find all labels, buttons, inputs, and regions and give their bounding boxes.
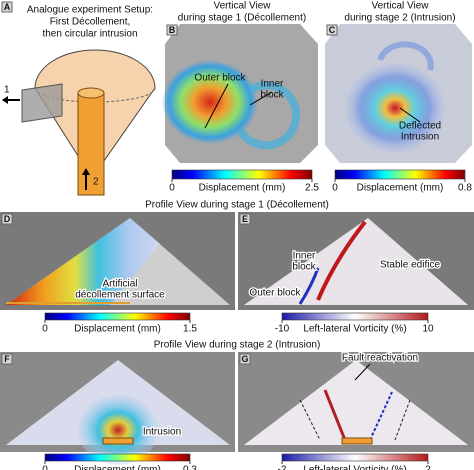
panel-letter: A [4,2,11,12]
annotation: 2 [93,177,99,188]
colorbar-tick-label: 0 [42,465,48,470]
fault-trace [299,399,411,441]
colorbar-tick-label: 1.5 [183,324,197,335]
leader [249,91,273,106]
arrow-head [2,96,8,104]
leader [399,107,421,123]
panel-title: First Décollement, [50,17,131,28]
colorbar-label: Displacement (mm) [74,324,161,335]
fault [323,389,347,441]
intrusion-cylinder [77,92,105,196]
panel-letter-box [1,213,13,225]
panel-letter-box [1,1,13,13]
annotation: Fault reactivation [342,353,418,364]
shear-band [298,267,320,305]
colorbar-tick-label: -2 [278,465,287,470]
arrow-head [82,168,90,175]
colorbar-tick-label: 2.5 [305,183,319,194]
annotation: block [260,90,284,101]
displacement-field [345,63,445,153]
panel-letter-box [239,353,251,365]
panel-title: during stage 1 (Décollement) [178,13,306,24]
displacement-field [78,395,158,465]
panel-letter: D [4,214,11,224]
annotation: Inner [293,251,316,262]
annotation: Stable edifice [380,260,440,271]
intrusion [102,437,134,445]
panel-letter: G [241,354,248,364]
colorbar-tick-label: 10 [422,324,434,335]
panel-letter-box [166,24,178,36]
annotation: Inner [261,79,284,90]
annotation: Intrusion [143,427,181,438]
colorbar [281,312,429,321]
colorbar [44,312,191,321]
annotation: Deflected [399,121,441,132]
colorbar [334,169,466,180]
colorbar-tick-label: -10 [275,324,290,335]
colorbar-label: Displacement (mm) [199,183,286,194]
panel-letter: F [4,354,10,364]
sand-pile [244,218,468,305]
panel-title: Vertical View [371,1,429,12]
section-title: Profile View during stage 2 (Intrusion) [154,340,321,351]
leader [204,83,229,129]
section-title: Profile View during stage 1 (Décollement… [145,200,329,211]
panel-letter-box [326,24,338,36]
colorbar-tick-label: 0.3 [183,465,197,470]
colorbar-label: Displacement (mm) [74,465,161,470]
fault [369,391,393,441]
annotation: décollement surface [75,290,165,301]
colorbar [171,169,313,180]
colorbar [44,453,191,462]
annotation: 1 [4,85,10,96]
colorbar-tick-label: 0 [332,183,338,194]
annotation: block [292,262,316,273]
colorbar-label: Left-lateral Vorticity (%) [303,324,406,335]
annotation: Artificial [102,279,137,290]
sand-pile [244,360,468,445]
annotation: Outer block [249,288,301,299]
ring-field [377,41,434,71]
panel-letter: B [169,25,176,35]
panel-letter: C [329,25,336,35]
panel-letter-box [1,353,13,365]
panel-letter-box [239,213,251,225]
displacement-field [6,218,160,305]
colorbar-label: Left-lateral Vorticity (%) [303,465,406,470]
annotation: Outer block [194,73,246,84]
colorbar-tick-label: 0 [42,324,48,335]
panel-title: Vertical View [213,1,271,12]
panel-title: Analogue experiment Setup: [27,5,153,16]
colorbar-tick-label: 2 [425,465,431,470]
leader [354,363,371,381]
panel-title: during stage 2 (Intrusion) [344,13,455,24]
panel-letter: E [242,214,248,224]
annotation: Intrusion [401,132,439,143]
colorbar-tick-label: 0.8 [458,183,472,194]
shear-band [316,220,367,301]
decollement-plane [21,83,63,123]
panel-title: then circular intrusion [42,29,137,40]
cylinder-top [77,87,105,99]
intrusion [341,437,373,445]
inner-block-field [236,81,301,150]
displacement-field [162,60,258,144]
colorbar-tick-label: 0 [169,183,175,194]
colorbar-label: Displacement (mm) [357,183,444,194]
colorbar [281,453,429,462]
